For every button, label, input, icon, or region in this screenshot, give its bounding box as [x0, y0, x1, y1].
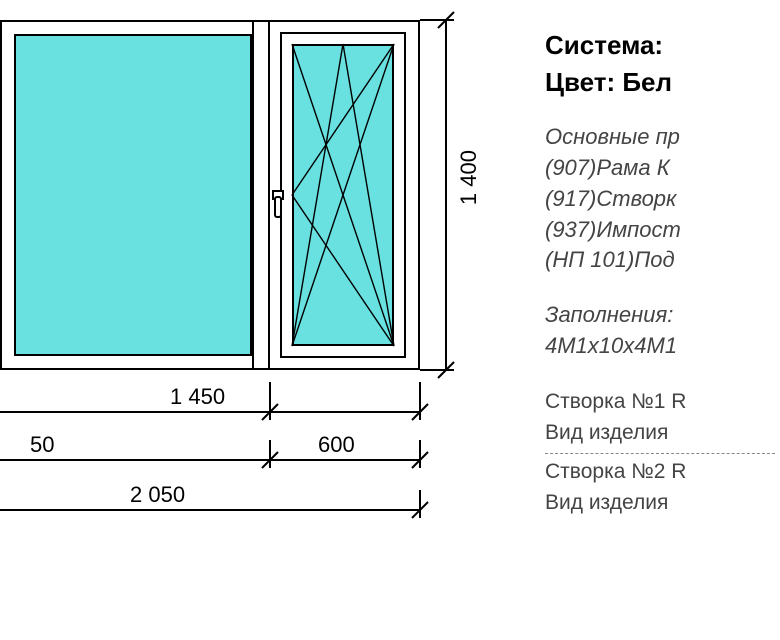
dim-right-seg: 600 [318, 432, 355, 458]
spec-column: Система: Цвет: Бел Основные пр (907)Рама… [545, 28, 780, 519]
sash2-view: Вид изделия [545, 487, 780, 519]
profile-907: (907)Рама К [545, 153, 780, 184]
sash2-label: Створка №2 R [545, 456, 780, 488]
fill-heading: Заполнения: [545, 300, 780, 331]
sash1-label: Створка №1 R [545, 386, 780, 418]
dim-sash-total: 1 450 [170, 384, 225, 410]
profiles-heading: Основные пр [545, 122, 780, 153]
profile-np101: (НП 101)Под [545, 245, 780, 276]
heading-system: Система: [545, 28, 780, 63]
dim-left-seg: 50 [30, 432, 54, 458]
dimension-lines [0, 0, 540, 560]
divider-dash [545, 453, 775, 454]
heading-color: Цвет: Бел [545, 65, 780, 100]
sash1-view: Вид изделия [545, 417, 780, 449]
dim-height: 1 400 [456, 150, 482, 205]
fill-value: 4М1х10х4М1 [545, 331, 780, 362]
profile-937: (937)Импост [545, 215, 780, 246]
profile-917: (917)Створк [545, 184, 780, 215]
dim-overall-width: 2 050 [130, 482, 185, 508]
